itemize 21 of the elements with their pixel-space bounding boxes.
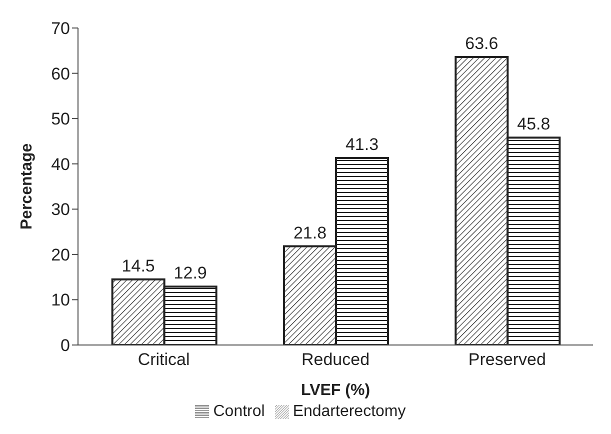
data-label: 45.8	[517, 114, 550, 134]
y-tick-label: 60	[51, 64, 70, 84]
x-tick-label: Critical	[138, 350, 190, 370]
y-tick-label: 50	[51, 110, 70, 129]
data-label: 12.9	[174, 264, 207, 283]
y-tick-label: 10	[51, 290, 70, 310]
data-label: 41.3	[345, 134, 379, 154]
data-label: 63.6	[465, 34, 498, 53]
y-tick-label: 0	[60, 336, 70, 356]
y-tick-label: 70	[51, 19, 70, 38]
y-tick-label: 20	[51, 245, 70, 264]
x-tick-label: Reduced	[301, 350, 370, 370]
x-tick-label: Preserved	[468, 350, 546, 370]
legend-label: Control	[213, 403, 265, 420]
data-label: 21.8	[293, 223, 327, 242]
y-axis-title: Percentage	[18, 143, 36, 230]
x-axis-title: LVEF (%)	[300, 382, 370, 399]
y-tick-label: 30	[51, 200, 70, 220]
data-label: 14.5	[122, 256, 155, 276]
y-tick-label: 40	[51, 154, 70, 174]
legend-label: Endarterectomy	[292, 403, 406, 420]
